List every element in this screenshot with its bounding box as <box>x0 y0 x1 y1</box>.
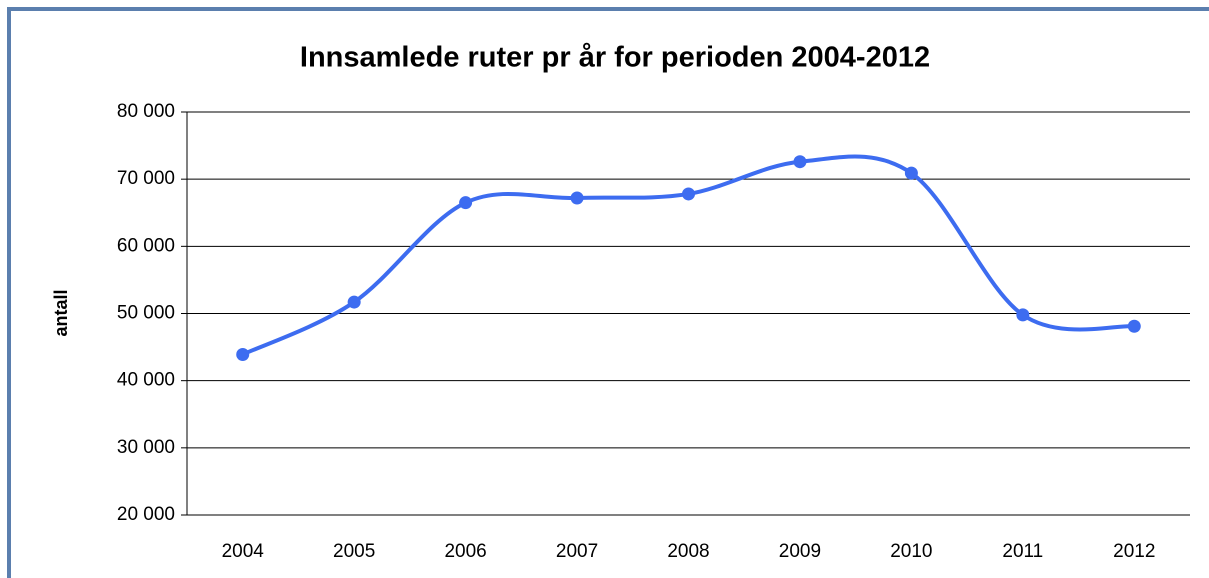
x-tick-label: 2012 <box>1113 541 1155 562</box>
x-tick-label: 2008 <box>667 541 709 562</box>
marker <box>793 155 807 169</box>
marker <box>904 166 918 180</box>
marker <box>347 295 361 309</box>
y-axis-label: antall <box>51 289 71 336</box>
x-tick-label: 2010 <box>890 541 932 562</box>
marker <box>570 191 584 205</box>
y-tick-label: 80 000 <box>117 101 175 122</box>
marker <box>1127 319 1141 333</box>
y-tick-label: 60 000 <box>117 235 175 256</box>
marker <box>1016 308 1030 322</box>
x-tick-label: 2006 <box>444 541 486 562</box>
x-tick-label: 2011 <box>1002 541 1043 562</box>
y-tick-label: 40 000 <box>117 370 175 391</box>
x-tick-label: 2005 <box>333 541 375 562</box>
x-tick-label: 2009 <box>779 541 821 562</box>
y-tick-label: 50 000 <box>117 303 175 324</box>
marker <box>236 347 250 361</box>
frame <box>7 7 1209 578</box>
y-tick-label: 70 000 <box>117 168 175 189</box>
chart-title: Innsamlede ruter pr år for perioden 2004… <box>300 42 930 74</box>
y-tick-label: 20 000 <box>117 504 175 525</box>
y-tick-label: 30 000 <box>117 437 175 458</box>
marker <box>682 187 695 201</box>
x-tick-label: 2004 <box>222 541 265 562</box>
marker <box>459 196 473 210</box>
x-tick-label: 2007 <box>556 541 598 562</box>
